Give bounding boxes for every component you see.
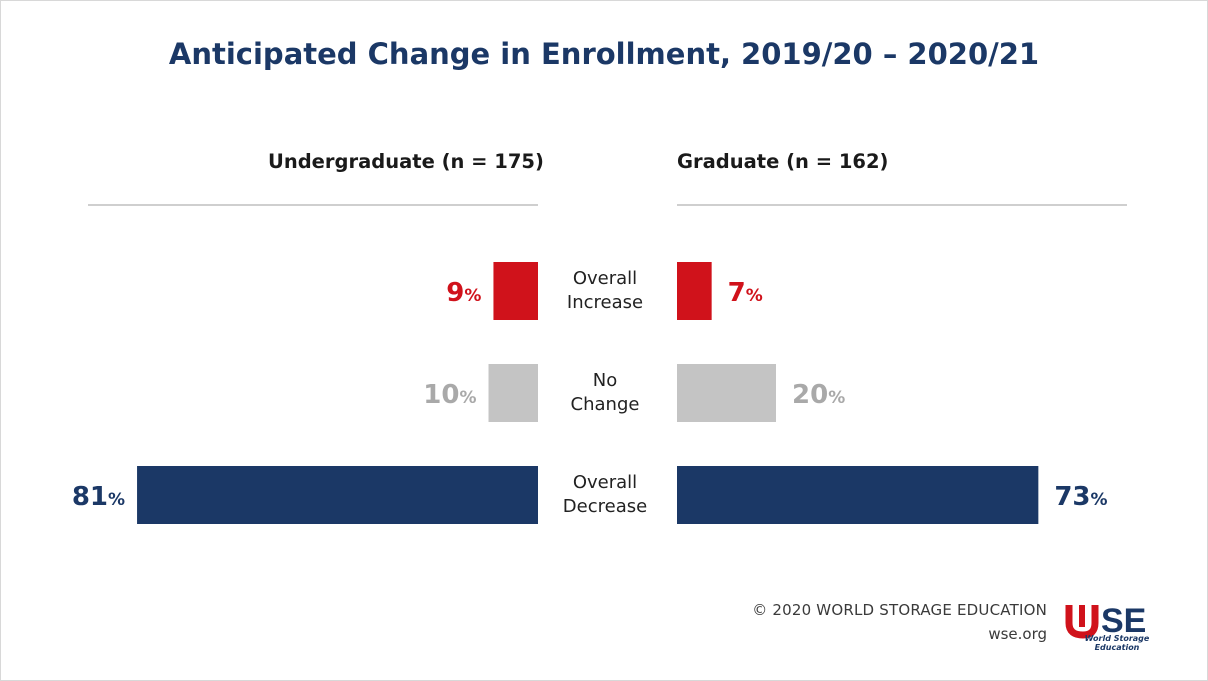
undergraduate-panel-header: Undergraduate (n = 175) [268, 150, 544, 173]
footer-copyright: © 2020 WORLD STORAGE EDUCATION [752, 601, 1047, 619]
undergraduate-bar-increase [493, 262, 538, 320]
undergraduate-value-label-decrease: 81% [72, 482, 125, 512]
wse-logo: SE [1065, 602, 1146, 640]
undergraduate-bar-no-change [488, 364, 538, 422]
category-label-increase: Overall Increase [566, 268, 644, 313]
graduate-panel-header: Graduate (n = 162) [677, 150, 889, 173]
graduate-value-label-increase: 7% [728, 278, 763, 308]
graduate-value-label-no-change: 20% [792, 380, 845, 410]
category-label-no-change: No Change [570, 370, 640, 415]
undergraduate-bar-decrease [137, 466, 539, 524]
logo-subtitle: World Storage Education [1084, 634, 1150, 652]
chart-title: Anticipated Change in Enrollment, 2019/2… [168, 37, 1040, 71]
footer-url: wse.org [988, 625, 1047, 643]
graduate-bar-decrease [677, 466, 1039, 524]
undergraduate-value-label-no-change: 10% [423, 380, 476, 410]
graduate-bar-no-change [677, 364, 776, 422]
graduate-value-label-decrease: 73% [1054, 482, 1107, 512]
undergraduate-divider [88, 204, 538, 206]
logo-text: SE [1101, 602, 1146, 640]
category-label-decrease: Overall Decrease [562, 472, 648, 517]
graduate-bar-increase [677, 262, 712, 320]
undergraduate-value-label-increase: 9% [446, 278, 481, 308]
graduate-divider [677, 204, 1127, 206]
